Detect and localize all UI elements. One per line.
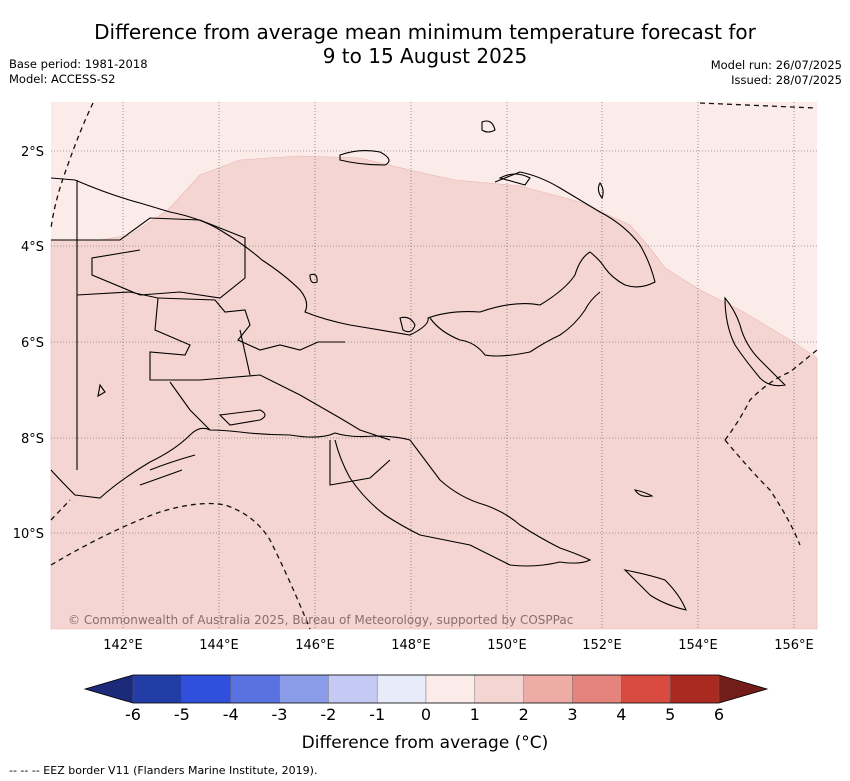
meta-left: Base period: 1981-2018 Model: ACCESS-S2 bbox=[9, 57, 148, 87]
colorbar-tick-label: 6 bbox=[714, 705, 724, 724]
lat-label-8s: 8°S bbox=[21, 432, 44, 447]
gridlines bbox=[51, 102, 817, 629]
colorbar-segment bbox=[328, 674, 378, 704]
colorbar-low-extend bbox=[85, 675, 133, 703]
eez-footnote: -- -- -- EEZ border V11 (Flanders Marine… bbox=[9, 764, 318, 777]
lon-label-146e: 146°E bbox=[295, 638, 335, 653]
lon-label-142e: 142°E bbox=[103, 638, 143, 653]
colorbar-tick-label: -3 bbox=[272, 705, 288, 724]
issued-date: Issued: 28/07/2025 bbox=[731, 73, 842, 87]
lon-label-154e: 154°E bbox=[678, 638, 718, 653]
colorbar-high-extend bbox=[719, 675, 767, 703]
colorbar-tick-label: -1 bbox=[369, 705, 385, 724]
south-coast bbox=[50, 427, 592, 567]
colorbar-segment bbox=[621, 674, 671, 704]
colorbar bbox=[83, 674, 769, 704]
lon-label-148e: 148°E bbox=[391, 638, 431, 653]
map-title: Difference from average mean minimum tem… bbox=[0, 20, 850, 68]
colorbar-tick-label: -2 bbox=[320, 705, 336, 724]
colorbar-tick-label: 5 bbox=[665, 705, 675, 724]
colorbar-tick-label: 2 bbox=[519, 705, 529, 724]
colorbar-labels: -6 -5 -4 -3 -2 -1 0 1 2 3 4 5 6 bbox=[125, 705, 724, 724]
colorbar-segment bbox=[230, 674, 280, 704]
coastlines bbox=[50, 120, 787, 611]
base-period: Base period: 1981-2018 bbox=[9, 57, 148, 71]
title-line-1: Difference from average mean minimum tem… bbox=[94, 20, 756, 44]
colorbar-segment bbox=[181, 674, 231, 704]
colorbar-tick-label: -6 bbox=[125, 705, 141, 724]
colorbar-tick-label: 3 bbox=[567, 705, 577, 724]
colorbar-segment bbox=[376, 674, 427, 704]
lat-label-2s: 2°S bbox=[21, 145, 44, 160]
colorbar-segment bbox=[523, 674, 573, 704]
colorbar-segment bbox=[669, 674, 720, 704]
longitude-labels: 142°E 144°E 146°E 148°E 150°E 152°E 154°… bbox=[103, 638, 814, 653]
lon-label-144e: 144°E bbox=[199, 638, 239, 653]
colorbar-tick-label: 4 bbox=[616, 705, 626, 724]
colorbar-segment bbox=[279, 674, 329, 704]
lon-label-152e: 152°E bbox=[582, 638, 622, 653]
lon-label-150e: 150°E bbox=[487, 638, 527, 653]
main-island-coast bbox=[50, 171, 656, 336]
colorbar-tick-label: 0 bbox=[421, 705, 431, 724]
lat-label-4s: 4°S bbox=[21, 240, 44, 255]
title-line-2: 9 to 15 August 2025 bbox=[322, 44, 528, 68]
colorbar-outline bbox=[83, 674, 769, 704]
lat-label-10s: 10°S bbox=[13, 527, 44, 542]
eez-borders bbox=[50, 102, 818, 630]
colorbar-segment bbox=[132, 674, 183, 704]
colorbar-title: Difference from average (°C) bbox=[301, 733, 549, 753]
anomaly-shade-region bbox=[50, 155, 818, 630]
model-name: Model: ACCESS-S2 bbox=[9, 72, 116, 86]
map-credit: © Commonwealth of Australia 2025, Bureau… bbox=[68, 613, 574, 627]
colorbar-segment bbox=[572, 674, 622, 704]
colorbar-tick-label: -5 bbox=[174, 705, 190, 724]
lat-label-6s: 6°S bbox=[21, 336, 44, 351]
model-run: Model run: 26/07/2025 bbox=[710, 58, 842, 72]
colorbar-segment bbox=[474, 674, 524, 704]
colorbar-tick-label: 1 bbox=[470, 705, 480, 724]
colorbar-segment bbox=[425, 674, 476, 704]
latitude-labels: 2°S 4°S 6°S 8°S 10°S bbox=[13, 145, 44, 542]
colorbar-tick-label: -4 bbox=[223, 705, 239, 724]
lon-label-156e: 156°E bbox=[774, 638, 814, 653]
meta-right: Model run: 26/07/2025 Issued: 28/07/2025 bbox=[711, 58, 842, 88]
